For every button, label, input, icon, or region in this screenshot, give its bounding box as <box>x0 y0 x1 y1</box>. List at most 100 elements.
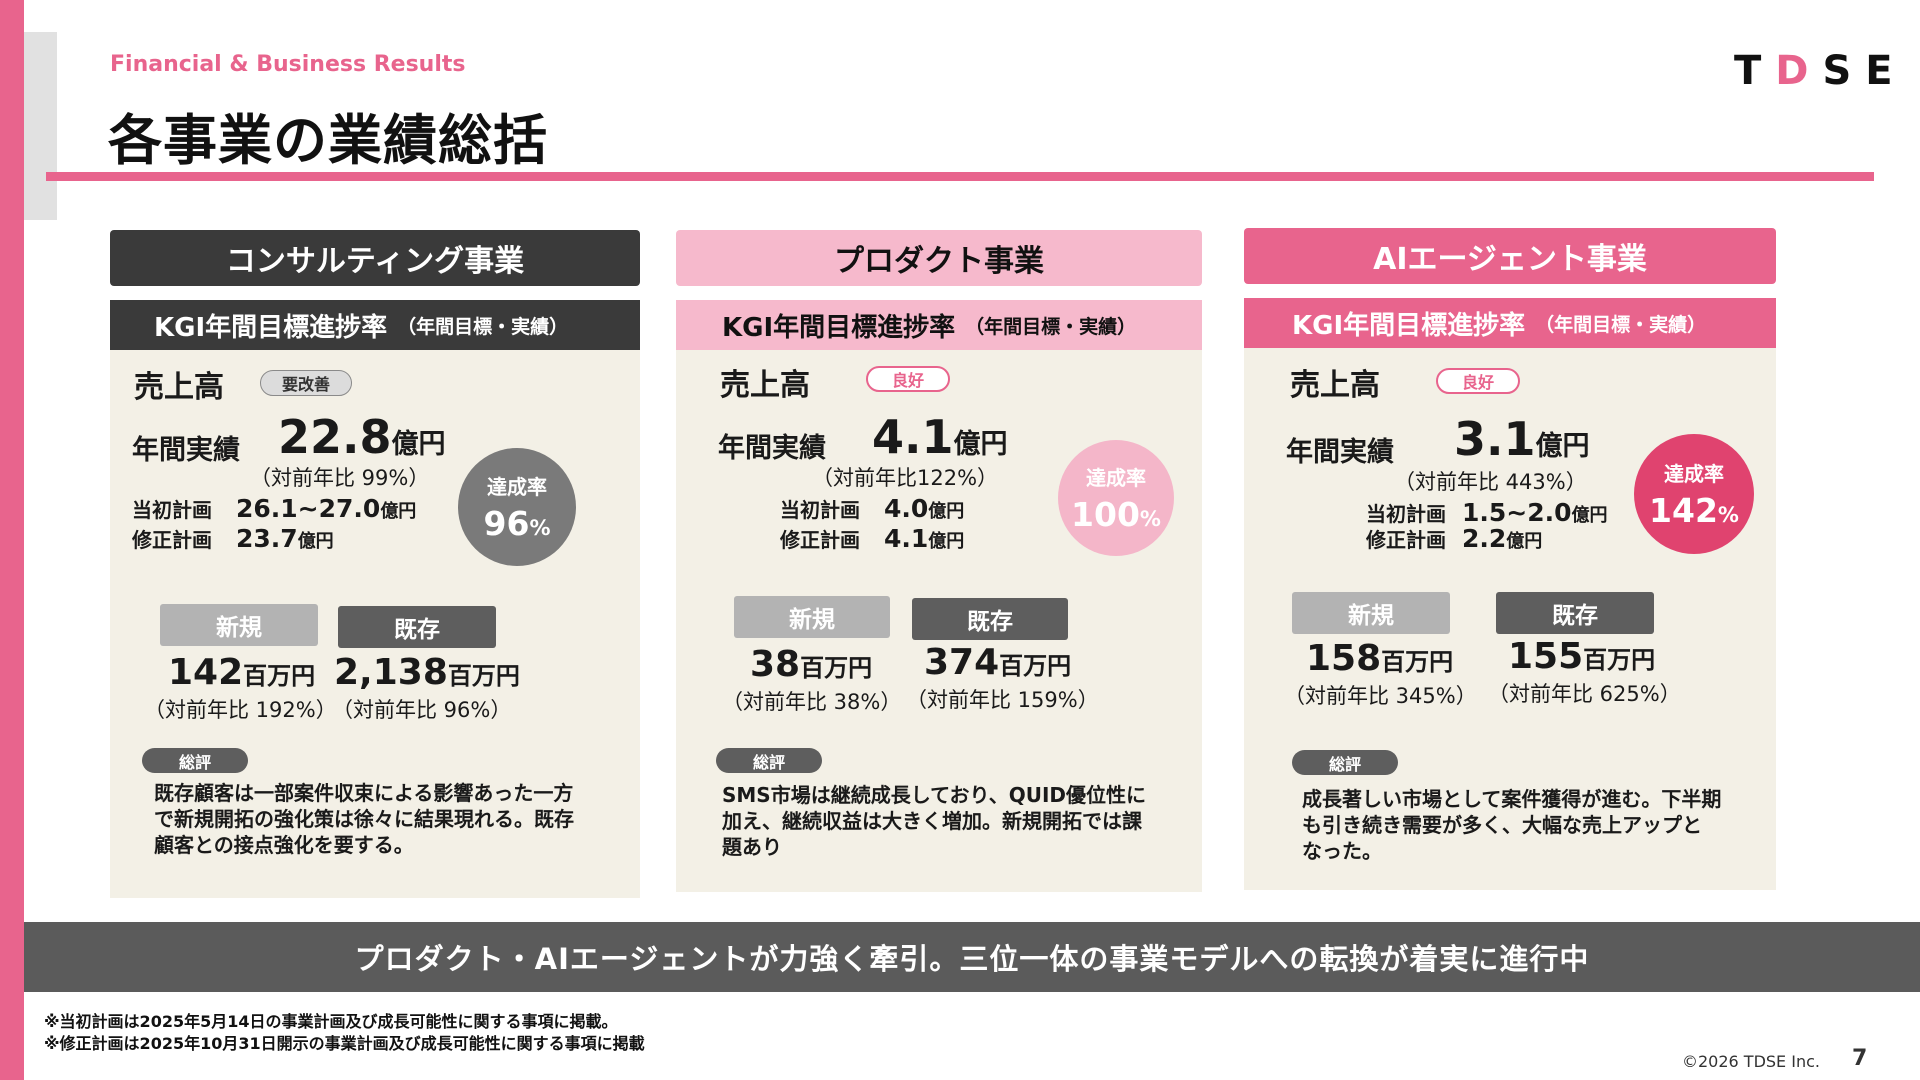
initial-plan-value: 26.1~27.0 <box>236 494 381 523</box>
revised-plan-label: 修正計画 <box>132 528 212 552</box>
ai-agent-kgi-header: KGI年間目標進捗率 （年間目標・実績） <box>1244 298 1776 348</box>
revised-plan-value: 23.7 <box>236 524 298 553</box>
existing-yoy: （対前年比 159%） <box>906 688 1099 712</box>
consulting-kgi-header: KGI年間目標進捗率 （年間目標・実績） <box>110 300 640 350</box>
product-kgi-header: KGI年間目標進捗率 （年間目標・実績） <box>676 300 1202 350</box>
review-line: SMS市場は継続成長しており、QUID優位性に <box>722 783 1146 807</box>
kgi-note: （年間目標・実績） <box>965 315 1137 338</box>
new-amount: 142百万円 <box>168 652 315 693</box>
existing-value: 374 <box>924 642 1000 683</box>
review-text: SMS市場は継続成長しており、QUID優位性に 加え、継続収益は大きく増加。新規… <box>722 782 1146 860</box>
new-yoy: （対前年比 192%） <box>144 698 337 722</box>
page-number: 7 <box>1852 1046 1868 1071</box>
revised-plan-label: 修正計画 <box>1366 528 1446 552</box>
review-tag: 総評 <box>1292 750 1398 775</box>
new-yoy: （対前年比 345%） <box>1284 684 1477 708</box>
review-line: 既存顧客は一部案件収束による影響あった一方 <box>154 781 574 805</box>
annual-label: 年間実績 <box>132 435 240 466</box>
existing-yoy: （対前年比 625%） <box>1488 682 1681 706</box>
achievement-value: 142 <box>1649 491 1718 530</box>
new-unit: 百万円 <box>800 654 873 682</box>
left-accent-bar <box>0 0 24 1080</box>
revised-plan-label: 修正計画 <box>780 528 860 552</box>
review-text: 既存顧客は一部案件収束による影響あった一方 で新規開拓の強化策は徐々に結果現れる… <box>154 780 574 858</box>
existing-tag: 既存 <box>912 598 1068 640</box>
review-line: 題あり <box>722 835 782 859</box>
consulting-card-header: コンサルティング事業 <box>110 230 640 286</box>
initial-plan-row: 当初計画 1.5~2.0億円 <box>1366 498 1608 527</box>
revised-plan-unit: 億円 <box>1506 531 1543 552</box>
achievement-value-wrap: 142% <box>1649 491 1739 530</box>
existing-tag: 既存 <box>338 606 496 648</box>
revised-plan-row: 修正計画 2.2億円 <box>1366 524 1542 553</box>
existing-value: 2,138 <box>334 652 448 693</box>
achievement-unit: % <box>1139 507 1161 531</box>
review-line: で新規開拓の強化策は徐々に結果現れる。既存 <box>154 807 574 831</box>
copyright: ©2026 TDSE Inc. <box>1682 1052 1820 1071</box>
achievement-value-wrap: 96% <box>484 504 551 543</box>
existing-tag: 既存 <box>1496 592 1654 634</box>
annual-unit: 億円 <box>953 429 1008 460</box>
annual-result: 3.1億円 <box>1454 412 1590 466</box>
achievement-label: 達成率 <box>487 475 547 499</box>
footnote-revised-plan: ※修正計画は2025年10月31日開示の事業計画及び成長可能性に関する事項に掲載 <box>44 1034 645 1053</box>
revised-plan-unit: 億円 <box>928 531 965 552</box>
existing-unit: 百万円 <box>1583 646 1656 674</box>
initial-plan-value: 4.0 <box>884 494 929 523</box>
revised-plan-value: 2.2 <box>1462 524 1507 553</box>
logo-letters-se: SE <box>1822 48 1907 94</box>
achievement-unit: % <box>529 516 551 540</box>
sales-label: 売上高 <box>134 370 224 405</box>
existing-yoy: （対前年比 96%） <box>332 698 512 722</box>
review-line: 成長著しい市場として案件獲得が進む。下半期 <box>1302 787 1722 811</box>
title-side-block <box>24 32 57 220</box>
annual-yoy: （対前年比122%） <box>812 466 999 490</box>
initial-plan-row: 当初計画 26.1~27.0億円 <box>132 494 416 523</box>
annual-label: 年間実績 <box>1286 437 1394 468</box>
page-subtitle: Financial & Business Results <box>110 52 466 77</box>
existing-unit: 百万円 <box>447 662 520 690</box>
footnote-initial-plan: ※当初計画は2025年5月14日の事業計画及び成長可能性に関する事項に掲載。 <box>44 1012 618 1031</box>
ai-agent-card-body: 売上高 良好 年間実績 3.1億円 （対前年比 443%） 当初計画 1.5~2.… <box>1244 348 1776 890</box>
new-tag: 新規 <box>1292 592 1450 634</box>
status-badge: 良好 <box>866 366 950 392</box>
review-line: 顧客との接点強化を要する。 <box>154 833 414 857</box>
existing-amount: 155百万円 <box>1508 636 1655 677</box>
annual-result: 22.8億円 <box>278 410 446 464</box>
achievement-circle: 達成率 96% <box>458 448 576 566</box>
kgi-title: KGI年間目標進捗率 <box>154 312 388 343</box>
revised-plan-value: 4.1 <box>884 524 929 553</box>
achievement-value-wrap: 100% <box>1071 495 1161 534</box>
annual-yoy: （対前年比 443%） <box>1394 470 1587 494</box>
annual-result: 4.1億円 <box>872 410 1008 464</box>
annual-label: 年間実績 <box>718 433 826 464</box>
new-amount: 38百万円 <box>750 644 872 685</box>
new-unit: 百万円 <box>243 662 316 690</box>
achievement-value: 96 <box>483 504 530 543</box>
annual-unit: 億円 <box>1535 431 1590 462</box>
initial-plan-value: 1.5~2.0 <box>1462 498 1572 527</box>
review-tag: 総評 <box>142 748 248 773</box>
initial-plan-unit: 億円 <box>380 501 417 522</box>
new-value: 38 <box>750 644 801 685</box>
logo-letter-d: D <box>1775 48 1823 94</box>
existing-value: 155 <box>1508 636 1584 677</box>
initial-plan-unit: 億円 <box>928 501 965 522</box>
kgi-note: （年間目標・実績） <box>397 315 569 338</box>
achievement-label: 達成率 <box>1086 466 1146 490</box>
status-badge: 良好 <box>1436 368 1520 394</box>
new-tag: 新規 <box>160 604 318 646</box>
kgi-note: （年間目標・実績） <box>1535 313 1707 336</box>
existing-amount: 2,138百万円 <box>334 652 520 693</box>
revised-plan-unit: 億円 <box>297 531 334 552</box>
new-value: 142 <box>168 652 244 693</box>
initial-plan-row: 当初計画 4.0億円 <box>780 494 964 523</box>
review-line: 加え、継続収益は大きく増加。新規開拓では課 <box>722 809 1142 833</box>
new-yoy: （対前年比 38%） <box>722 690 902 714</box>
achievement-unit: % <box>1717 503 1739 527</box>
company-logo: TDSE <box>1734 48 1907 94</box>
title-underline <box>46 172 1874 181</box>
initial-plan-label: 当初計画 <box>1366 502 1446 526</box>
ai-agent-card-header: AIエージェント事業 <box>1244 228 1776 284</box>
existing-unit: 百万円 <box>999 652 1072 680</box>
